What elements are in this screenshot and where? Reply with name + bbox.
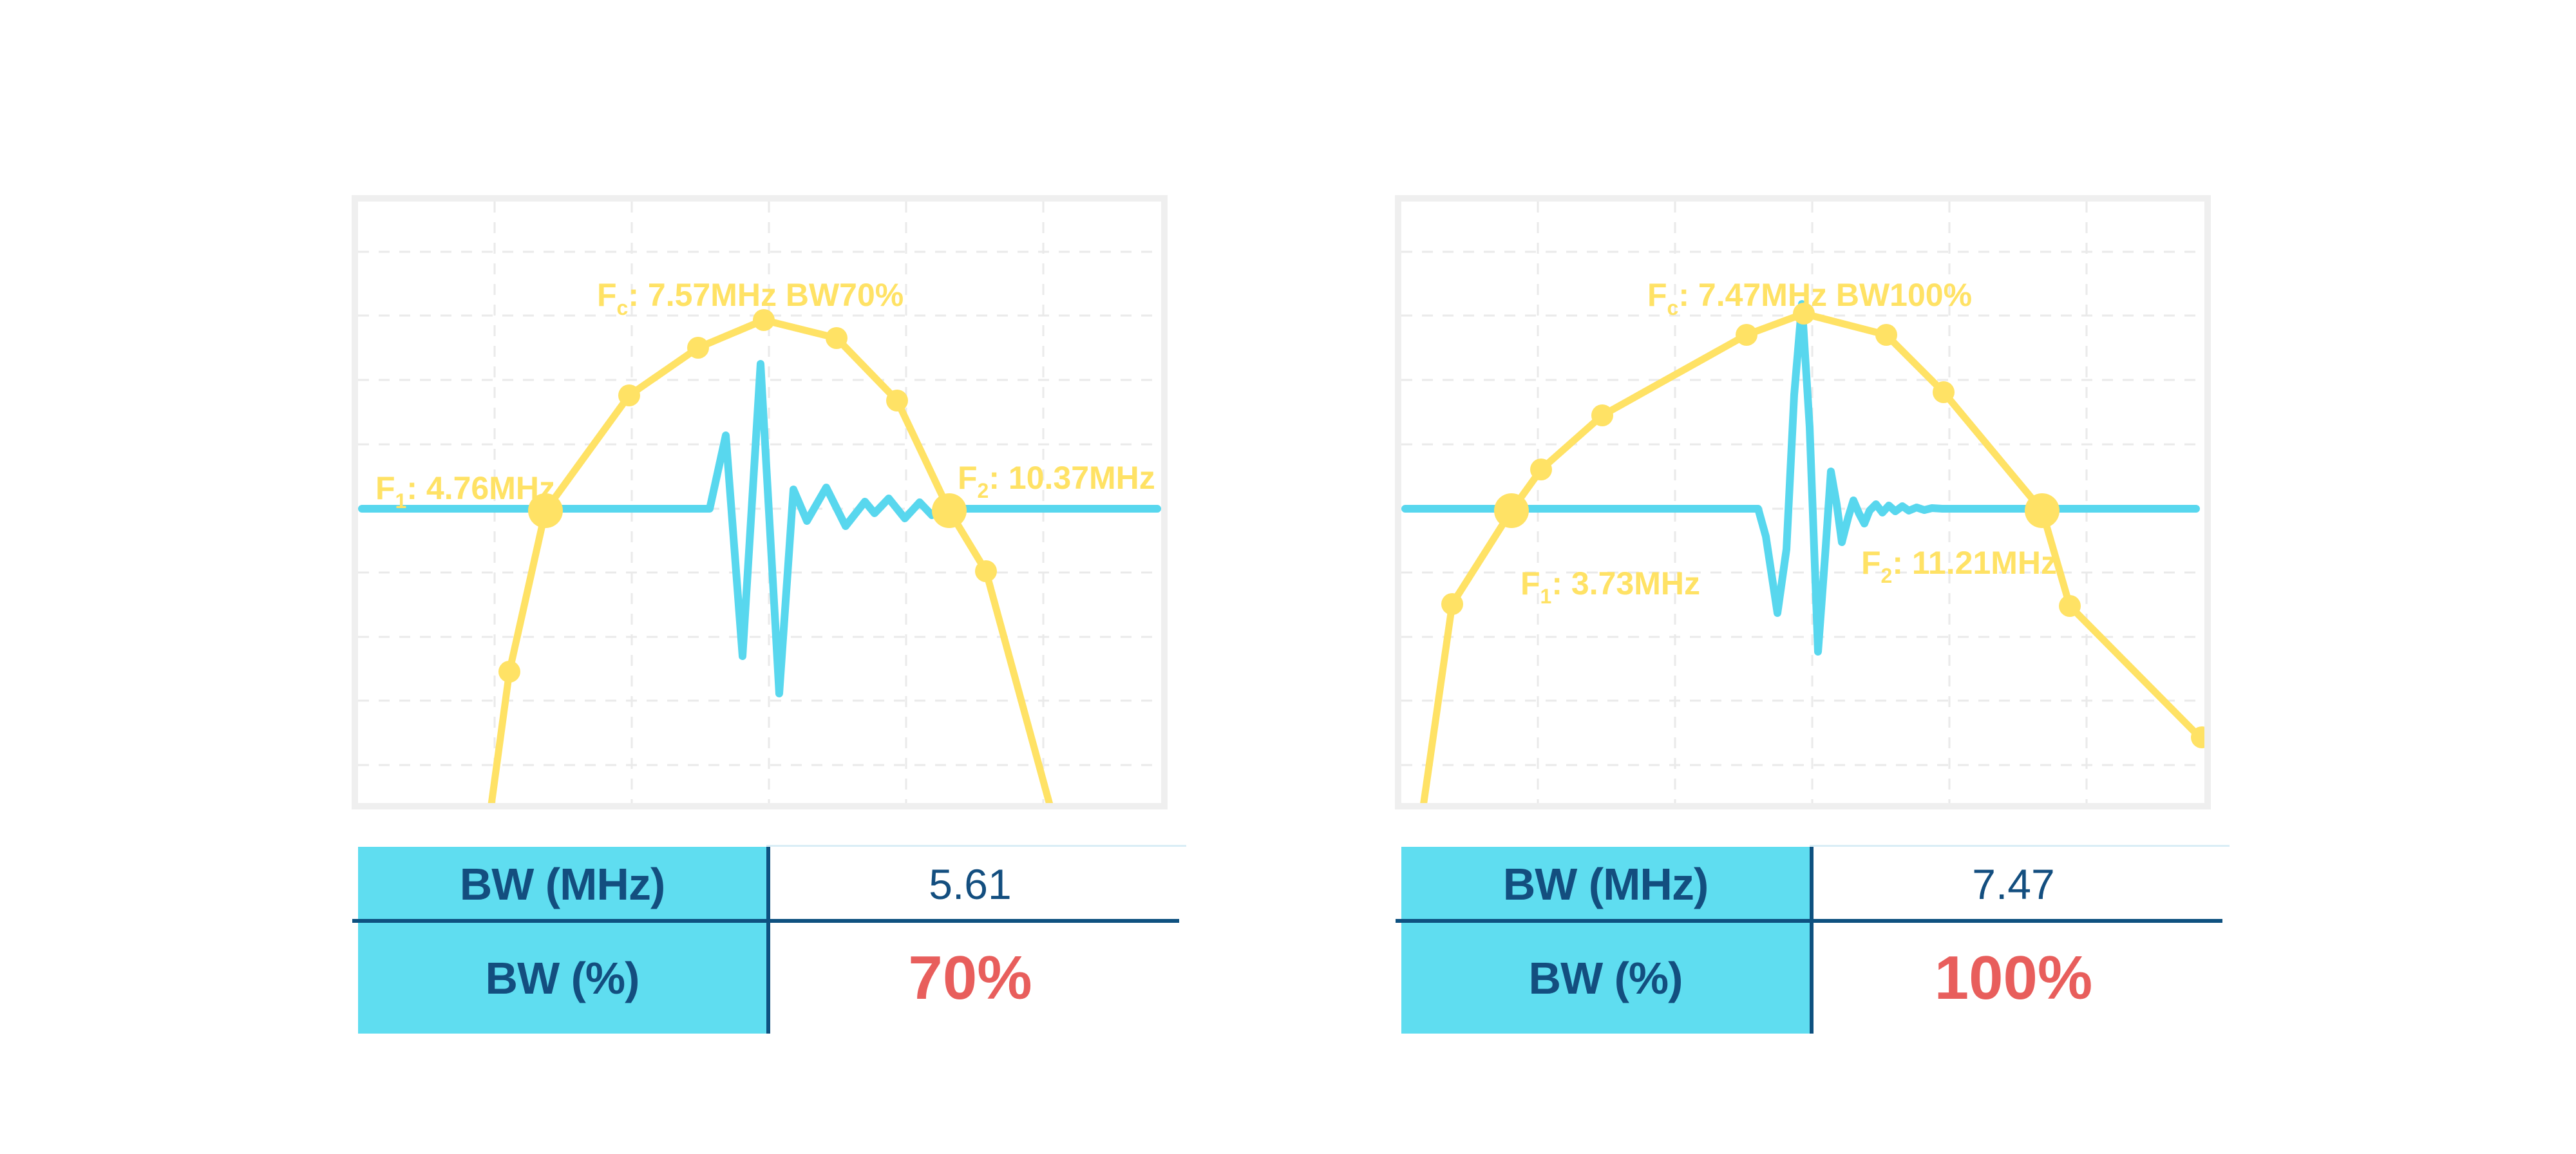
- peak-marker: [1793, 303, 1815, 325]
- bandwidth-table-left: BW (MHz) 5.61 BW (%) 70%: [352, 845, 1186, 1034]
- spectrum-data-points: [1441, 303, 2204, 748]
- f2-label: F2: 10.37MHz: [958, 460, 1155, 502]
- table-column-divider: [766, 847, 770, 1034]
- chart-left-plot-area: Fc: 7.57MHz BW70% F1: 4.76MHz F2: 10.37M…: [358, 202, 1161, 803]
- chart-right-spectrum: Fc: 7.47MHz BW100% F1: 3.73MHz F2: 11.21…: [1395, 195, 2211, 809]
- table-top-border: [1810, 845, 2230, 847]
- table-label-column: [358, 847, 766, 1034]
- f2-marker: [2025, 493, 2060, 528]
- pulse-waveform: [1401, 300, 2200, 656]
- chart-left-spectrum: Fc: 7.57MHz BW70% F1: 4.76MHz F2: 10.37M…: [352, 195, 1168, 809]
- chart-right-plot-area: Fc: 7.47MHz BW100% F1: 3.73MHz F2: 11.21…: [1401, 202, 2204, 803]
- table-row-bw-pct-value: 100%: [1934, 943, 2093, 1012]
- center-frequency-label: Fc: 7.57MHz BW70%: [597, 277, 904, 319]
- center-frequency-label: Fc: 7.47MHz BW100%: [1647, 277, 1972, 319]
- peak-marker: [753, 309, 775, 331]
- f2-marker: [932, 493, 967, 528]
- panel-left: Fc: 7.57MHz BW70% F1: 4.76MHz F2: 10.37M…: [352, 195, 1186, 1034]
- table-row-divider: [352, 919, 1179, 923]
- table-label-column: [1401, 847, 1810, 1034]
- table-row-bw-mhz-value: 5.61: [929, 860, 1012, 908]
- spectrum-data-points: [498, 309, 997, 683]
- f1-marker: [1494, 493, 1529, 528]
- table-row-bw-mhz-value: 7.47: [1972, 860, 2055, 908]
- f1-marker: [528, 493, 563, 528]
- table-row-bw-pct-value: 70%: [908, 943, 1032, 1012]
- pulse-waveform: [358, 360, 1161, 697]
- table-row-bw-mhz-label: BW (MHz): [1502, 858, 1709, 909]
- f2-label: F2: 11.21MHz: [1861, 545, 2057, 587]
- table-row-bw-pct-label: BW (%): [1528, 953, 1683, 1003]
- table-top-border: [766, 845, 1186, 847]
- bandwidth-table-right: BW (MHz) 7.47 BW (%) 100%: [1396, 845, 2230, 1034]
- f1-label: F1: 3.73MHz: [1520, 565, 1700, 608]
- table-column-divider: [1810, 847, 1814, 1034]
- table-row-bw-mhz-label: BW (MHz): [459, 858, 666, 909]
- table-row-divider: [1396, 919, 2222, 923]
- f1-label: F1: 4.76MHz: [375, 470, 555, 513]
- table-row-bw-pct-label: BW (%): [485, 953, 640, 1003]
- panel-right: Fc: 7.47MHz BW100% F1: 3.73MHz F2: 11.21…: [1288, 0, 2576, 1154]
- gridlines: [358, 202, 1161, 803]
